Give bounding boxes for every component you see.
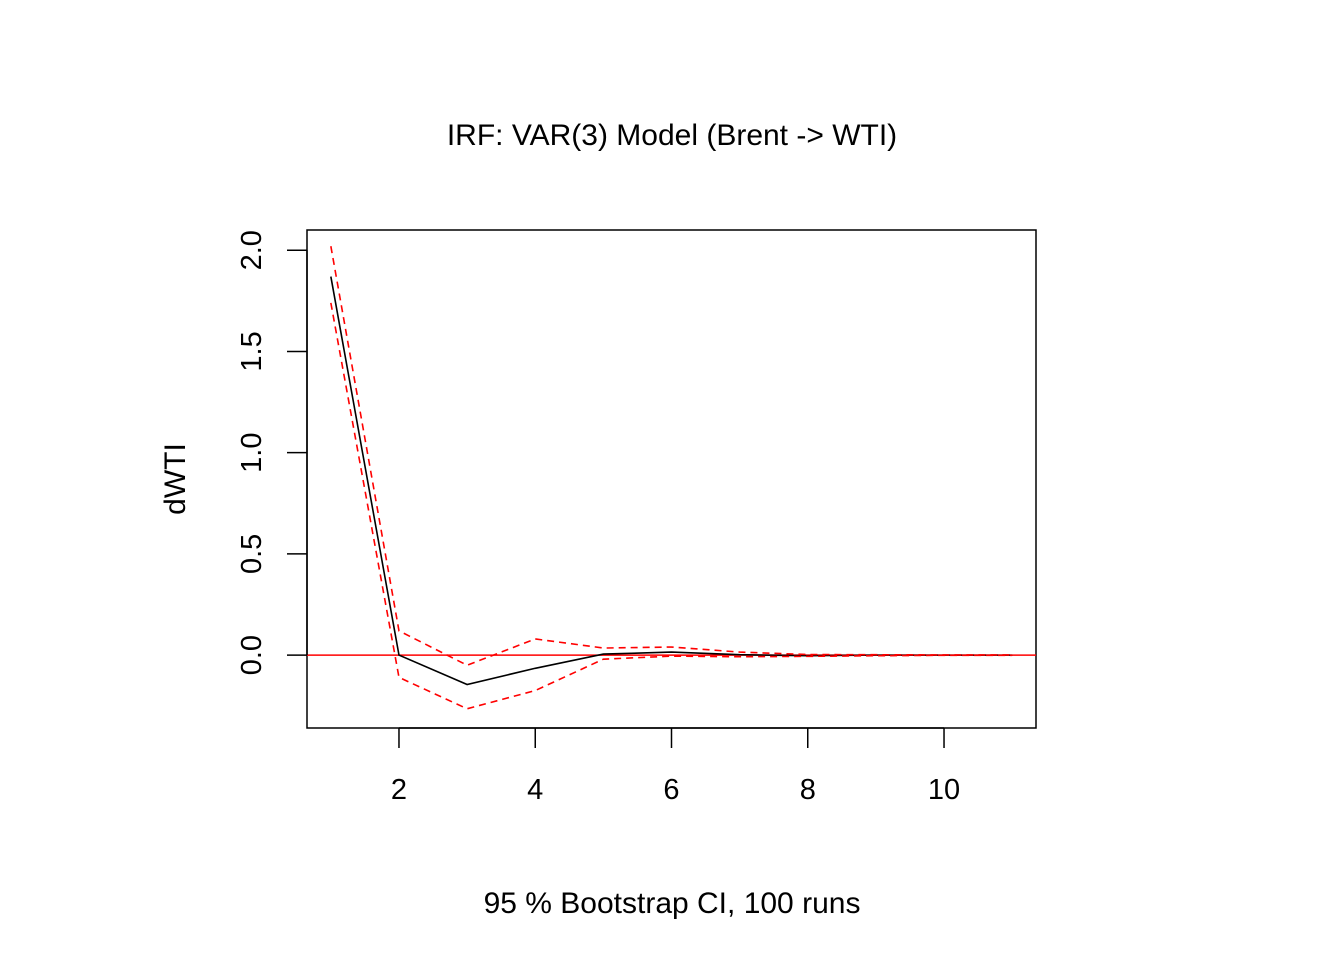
y-axis: 0.0 0.5 1.0 1.5 2.0	[236, 230, 308, 675]
x-tick-label: 10	[928, 774, 960, 806]
series-line-irf	[330, 276, 1013, 686]
x-tick-label: 8	[800, 774, 816, 806]
series-line-lower	[330, 302, 1013, 710]
plot-frame	[306, 229, 1037, 729]
x-tick-label: 6	[663, 774, 679, 806]
x-tick-label: 4	[527, 774, 543, 806]
series-line-upper	[330, 246, 1013, 667]
x-axis: 2 4 6 8 10	[391, 727, 960, 806]
x-axis-label: 95 % Bootstrap CI, 100 runs	[484, 887, 861, 920]
y-tick-label: 1.0	[236, 433, 268, 473]
y-axis-label: dWTI	[159, 443, 192, 515]
y-tick-label: 0.0	[236, 635, 268, 675]
chart-title: IRF: VAR(3) Model (Brent -> WTI)	[447, 119, 897, 152]
y-tick-label: 0.5	[236, 534, 268, 574]
plot-layer	[307, 246, 1036, 710]
x-tick-label: 2	[391, 774, 407, 806]
y-tick-label: 2.0	[236, 230, 268, 270]
y-tick-label: 1.5	[236, 331, 268, 371]
